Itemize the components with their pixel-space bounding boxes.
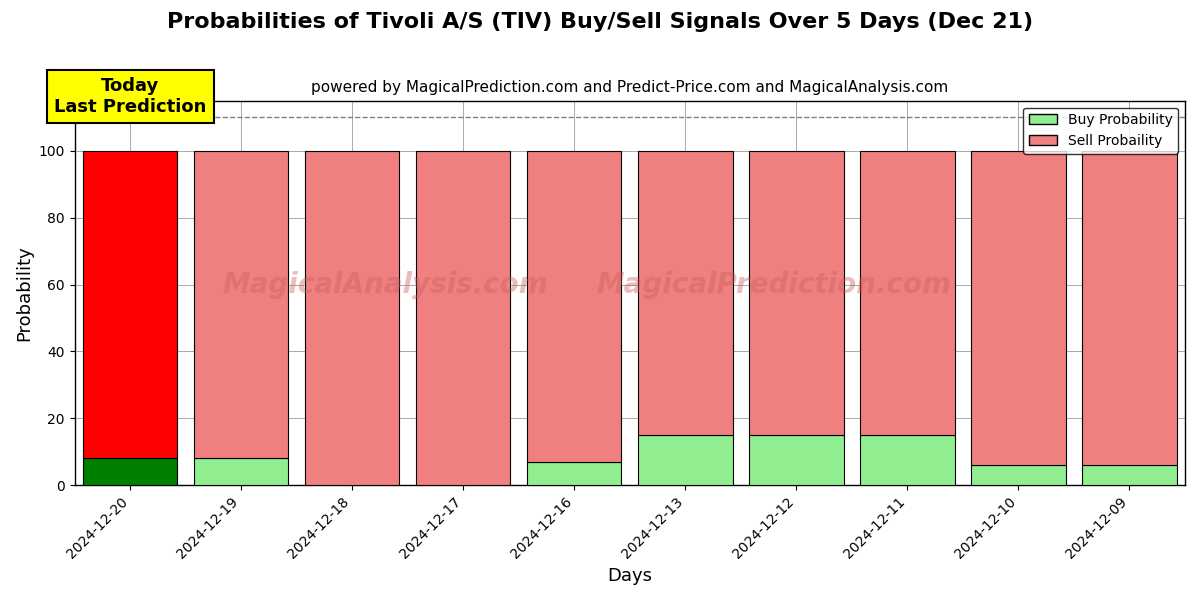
Bar — [305, 151, 400, 485]
Bar — [749, 151, 844, 435]
Title: powered by MagicalPrediction.com and Predict-Price.com and MagicalAnalysis.com: powered by MagicalPrediction.com and Pre… — [311, 80, 948, 95]
Text: MagicalPrediction.com: MagicalPrediction.com — [596, 271, 952, 299]
Bar — [1082, 151, 1177, 465]
Bar — [971, 465, 1066, 485]
Bar — [1082, 465, 1177, 485]
Bar — [638, 151, 732, 435]
Bar — [83, 458, 178, 485]
Bar — [638, 435, 732, 485]
Text: MagicalAnalysis.com: MagicalAnalysis.com — [223, 271, 548, 299]
X-axis label: Days: Days — [607, 567, 653, 585]
Legend: Buy Probability, Sell Probaility: Buy Probability, Sell Probaility — [1024, 107, 1178, 154]
Bar — [527, 462, 622, 485]
Bar — [527, 151, 622, 462]
Bar — [416, 151, 510, 485]
Bar — [194, 458, 288, 485]
Text: Probabilities of Tivoli A/S (TIV) Buy/Sell Signals Over 5 Days (Dec 21): Probabilities of Tivoli A/S (TIV) Buy/Se… — [167, 12, 1033, 32]
Bar — [971, 151, 1066, 465]
Bar — [83, 151, 178, 458]
Text: Today
Last Prediction: Today Last Prediction — [54, 77, 206, 116]
Bar — [860, 435, 955, 485]
Bar — [749, 435, 844, 485]
Bar — [194, 151, 288, 458]
Bar — [860, 151, 955, 435]
Y-axis label: Probability: Probability — [16, 245, 34, 341]
